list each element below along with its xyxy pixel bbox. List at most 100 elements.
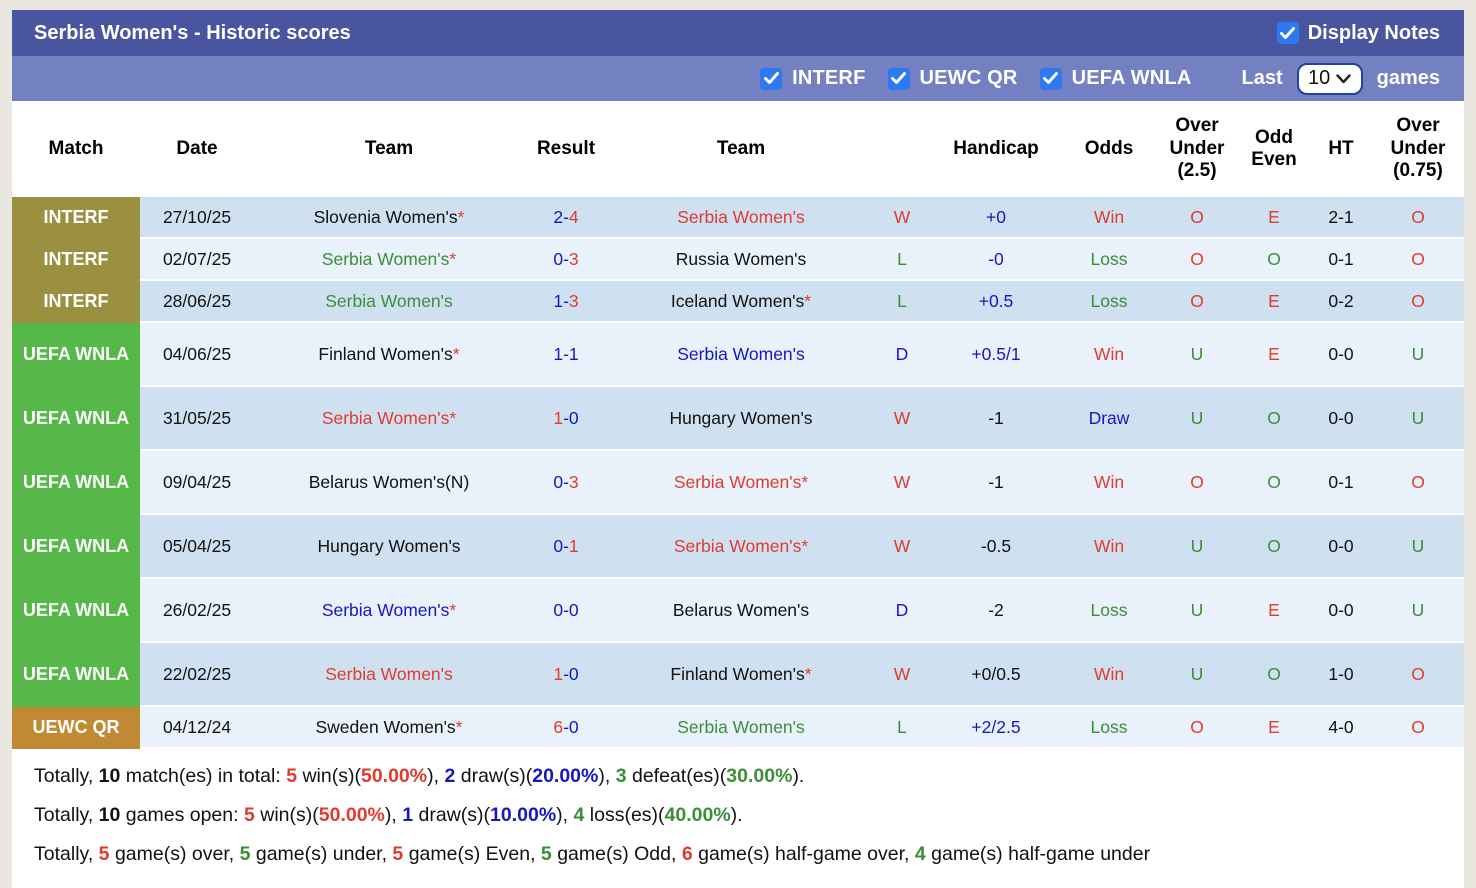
table-row: UEFA WNLA 04/06/25 Finland Women's* 1-1 Serb… — [12, 322, 1464, 387]
over-under-2-5: U — [1156, 322, 1238, 387]
summary-footer: Totally, 10 match(es) in total: 5 win(s)… — [12, 749, 1464, 888]
odds-result: Win — [1062, 514, 1156, 579]
win-loss-draw: W — [874, 386, 930, 451]
star-marker: * — [801, 535, 809, 556]
games-count-value: 10 — [1308, 67, 1331, 89]
over-under-2-5: U — [1156, 578, 1238, 643]
win-loss-draw: W — [874, 197, 930, 239]
half-time-score: 0-2 — [1310, 280, 1372, 323]
team-name: Iceland Women's — [670, 290, 805, 311]
half-time-score: 4-0 — [1310, 706, 1372, 749]
filter-interf[interactable]: INTERF — [760, 67, 865, 90]
over-under-0-75: O — [1372, 238, 1464, 281]
table-row: UEFA WNLA 26/02/25 Serbia Women's* 0-0 Belar… — [12, 578, 1464, 643]
filter-checkbox[interactable] — [887, 67, 910, 90]
home-team: Serbia Women's — [254, 642, 524, 707]
historic-scores-panel: Serbia Women's - Historic scores Display… — [12, 10, 1464, 888]
team-name: Serbia Women's — [321, 248, 450, 269]
match-date: 27/10/25 — [140, 197, 254, 239]
team-name: Serbia Women's — [677, 343, 805, 364]
historic-scores-table: Match Date Team Result Team Handicap Odds Over … — [12, 101, 1464, 749]
over-under-0-75: O — [1372, 197, 1464, 239]
home-team: Serbia Women's* — [254, 386, 524, 451]
star-marker: * — [457, 206, 465, 227]
column-header: Odd Even — [1238, 101, 1310, 197]
display-notes-checkbox[interactable] — [1276, 22, 1299, 44]
table-row: UEFA WNLA 22/02/25 Serbia Women's 1-0 Finlan… — [12, 642, 1464, 707]
filter-uefa-wnla[interactable]: UEFA WNLA — [1039, 67, 1192, 90]
away-team: Belarus Women's — [608, 578, 874, 643]
half-time-score: 0-1 — [1310, 238, 1372, 281]
team-name: Belarus Women's(N) — [308, 471, 470, 492]
win-loss-draw: W — [874, 514, 930, 579]
display-notes-label: Display Notes — [1307, 21, 1440, 44]
odds-result: Win — [1062, 197, 1156, 239]
odd-even: E — [1238, 280, 1310, 323]
home-team: Serbia Women's* — [254, 238, 524, 281]
games-label: games — [1376, 67, 1440, 89]
match-date: 26/02/25 — [140, 578, 254, 643]
competition-badge: UEFA WNLA — [12, 578, 140, 643]
team-name: Serbia Women's — [673, 471, 802, 492]
over-under-2-5: O — [1156, 238, 1238, 281]
checkmark-icon — [891, 72, 906, 84]
over-under-0-75: O — [1372, 450, 1464, 515]
match-date: 02/07/25 — [140, 238, 254, 281]
over-under-2-5: U — [1156, 642, 1238, 707]
column-header: Handicap — [930, 101, 1062, 197]
match-date: 28/06/25 — [140, 280, 254, 323]
match-date: 05/04/25 — [140, 514, 254, 579]
table-header-row: Match Date Team Result Team Handicap Odds Over … — [12, 101, 1464, 197]
win-loss-draw: L — [874, 706, 930, 749]
over-under-2-5: O — [1156, 450, 1238, 515]
result-score: 0-3 — [524, 450, 608, 515]
competition-badge: INTERF — [12, 238, 140, 281]
odd-even: E — [1238, 322, 1310, 387]
handicap-value: +0 — [930, 197, 1062, 239]
away-team: Serbia Women's — [608, 197, 874, 239]
team-name: Serbia Women's — [325, 663, 453, 684]
table-row: UEFA WNLA 31/05/25 Serbia Women's* 1-0 Hunga… — [12, 386, 1464, 451]
filter-checkbox[interactable] — [760, 67, 783, 90]
filter-uewc-qr[interactable]: UEWC QR — [887, 67, 1018, 90]
odd-even: O — [1238, 642, 1310, 707]
summary-line: Totally, 10 games open: 5 win(s)(50.00%)… — [34, 804, 743, 826]
column-header: Result — [524, 101, 608, 197]
odds-result: Win — [1062, 322, 1156, 387]
away-team: Serbia Women's — [608, 322, 874, 387]
over-under-2-5: O — [1156, 706, 1238, 749]
games-count-select[interactable]: 10 — [1296, 62, 1363, 95]
over-under-0-75: O — [1372, 280, 1464, 323]
match-date: 31/05/25 — [140, 386, 254, 451]
home-team: Finland Women's* — [254, 322, 524, 387]
last-label: Last — [1241, 67, 1283, 89]
column-header: Team — [254, 101, 524, 197]
result-score: 2-4 — [524, 197, 608, 239]
away-team: Russia Women's — [608, 238, 874, 281]
filter-checkbox[interactable] — [1039, 67, 1062, 90]
team-name: Russia Women's — [675, 248, 807, 269]
table-header: Match Date Team Result Team Handicap Odds Over … — [12, 101, 1464, 197]
competition-badge: INTERF — [12, 197, 140, 239]
filter-label: UEWC QR — [919, 67, 1018, 89]
column-header: Over Under (2.5) — [1156, 101, 1238, 197]
handicap-value: -1 — [930, 386, 1062, 451]
handicap-value: +0/0.5 — [930, 642, 1062, 707]
handicap-value: -0 — [930, 238, 1062, 281]
display-notes-toggle[interactable]: Display Notes — [1276, 21, 1440, 45]
handicap-value: +0.5 — [930, 280, 1062, 323]
star-marker: * — [449, 407, 457, 428]
star-marker: * — [804, 663, 812, 684]
team-name: Slovenia Women's — [313, 206, 458, 227]
half-time-score: 0-0 — [1310, 386, 1372, 451]
star-marker: * — [455, 716, 463, 737]
team-name: Serbia Women's — [673, 535, 802, 556]
column-header — [874, 101, 930, 197]
odds-result: Loss — [1062, 706, 1156, 749]
over-under-2-5: U — [1156, 514, 1238, 579]
team-name: Sweden Women's — [315, 716, 456, 737]
over-under-0-75: O — [1372, 642, 1464, 707]
table-row: INTERF 27/10/25 Slovenia Women's* 2-4 Serbia… — [12, 197, 1464, 239]
table-row: INTERF 28/06/25 Serbia Women's 1-3 Iceland W… — [12, 280, 1464, 323]
column-header: HT — [1310, 101, 1372, 197]
